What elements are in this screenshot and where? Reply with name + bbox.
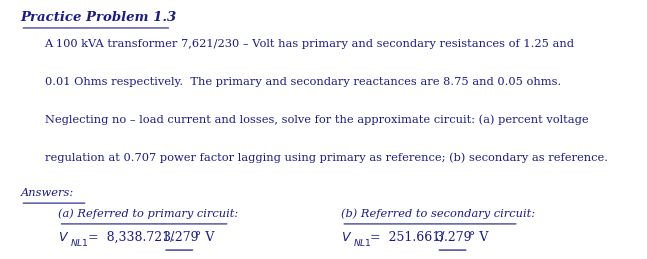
Text: 0.01 Ohms respectively.  The primary and secondary reactances are 8.75 and 0.05 : 0.01 Ohms respectively. The primary and …: [45, 77, 561, 87]
Text: 3.279: 3.279: [436, 231, 472, 244]
Text: $\mathit{NL1}$: $\mathit{NL1}$: [70, 237, 89, 248]
Text: Neglecting no – load current and losses, solve for the approximate circuit: (a) : Neglecting no – load current and losses,…: [45, 114, 588, 125]
Text: Practice Problem 1.3: Practice Problem 1.3: [21, 11, 177, 24]
Text: $\mathit{V}$: $\mathit{V}$: [58, 231, 70, 244]
Text: $\mathit{V}$: $\mathit{V}$: [341, 231, 353, 244]
Text: ° V: ° V: [195, 231, 215, 244]
Text: regulation at 0.707 power factor lagging using primary as reference; (b) seconda: regulation at 0.707 power factor lagging…: [45, 152, 608, 163]
Text: =  8,338.721/: = 8,338.721/: [87, 231, 174, 244]
Text: ° V: ° V: [468, 231, 488, 244]
Text: =  251.661/: = 251.661/: [371, 231, 445, 244]
Text: (a) Referred to primary circuit:: (a) Referred to primary circuit:: [58, 209, 239, 219]
Text: 3.279: 3.279: [163, 231, 199, 244]
Text: Answers:: Answers:: [21, 188, 74, 198]
Text: A 100 kVA transformer 7,621/230 – Volt has primary and secondary resistances of : A 100 kVA transformer 7,621/230 – Volt h…: [45, 39, 575, 49]
Text: $\mathit{NL1}$: $\mathit{NL1}$: [353, 237, 371, 248]
Text: (b) Referred to secondary circuit:: (b) Referred to secondary circuit:: [341, 209, 535, 219]
